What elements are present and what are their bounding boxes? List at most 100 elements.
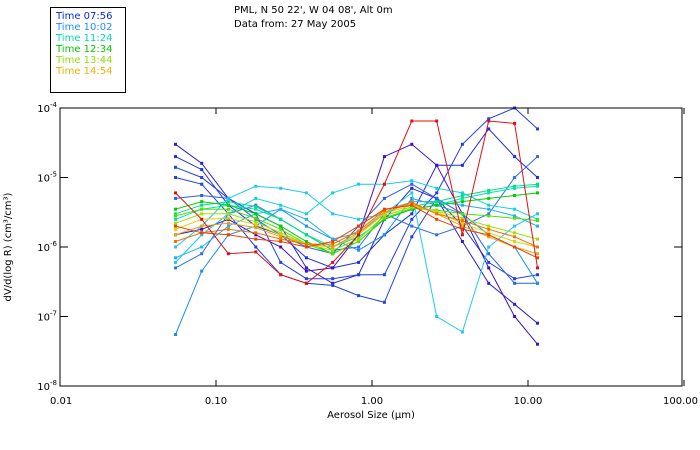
data-point <box>536 256 539 260</box>
data-point <box>304 256 308 260</box>
data-point <box>410 235 414 239</box>
data-point <box>254 207 258 211</box>
data-point <box>410 212 414 216</box>
data-point <box>254 205 258 209</box>
data-point <box>200 194 204 197</box>
data-point <box>254 216 258 220</box>
series-11:00 <box>174 179 539 264</box>
data-point <box>174 214 177 218</box>
x-tick-label: 100.00 <box>663 396 698 407</box>
data-point <box>487 231 491 235</box>
data-point <box>279 240 283 243</box>
data-point <box>304 266 308 270</box>
data-point <box>513 155 517 159</box>
data-point <box>304 242 308 246</box>
data-point <box>460 142 464 146</box>
data-point <box>304 212 308 216</box>
data-point <box>513 302 517 306</box>
data-point <box>513 216 517 220</box>
data-point <box>357 240 361 243</box>
data-point <box>254 250 258 254</box>
data-point <box>254 212 258 216</box>
data-point <box>435 233 439 237</box>
data-point <box>357 294 361 298</box>
data-point <box>200 252 204 256</box>
data-point <box>279 224 283 228</box>
data-point <box>382 273 386 277</box>
data-point <box>513 176 517 179</box>
x-tick-label: 0.01 <box>50 396 72 407</box>
data-point <box>174 142 177 146</box>
data-point <box>410 119 414 123</box>
data-point <box>487 212 491 216</box>
data-point <box>460 227 464 231</box>
data-point <box>357 224 361 228</box>
data-point <box>304 240 308 243</box>
data-point <box>357 182 361 186</box>
series-08:30 <box>174 142 539 346</box>
y-tick-label: 10-4 <box>37 101 57 115</box>
data-point <box>487 196 491 200</box>
data-point <box>304 269 308 273</box>
data-point <box>200 233 204 237</box>
data-point <box>460 219 464 223</box>
data-point <box>410 200 414 204</box>
data-point <box>487 281 491 285</box>
ticks-layer: 0.01 0.10 1.00 10.00 100.00 10-4 10-5 10-6 10-7 1… <box>37 101 698 407</box>
data-point <box>331 242 335 246</box>
data-point <box>279 245 283 249</box>
data-point <box>200 269 204 273</box>
data-point <box>254 245 258 249</box>
data-point <box>513 245 517 249</box>
data-point <box>460 240 464 243</box>
data-point <box>304 233 308 237</box>
y-tick-label: 10-7 <box>37 310 57 324</box>
data-point <box>254 226 258 230</box>
data-point <box>382 207 386 211</box>
data-point <box>200 182 204 186</box>
data-point <box>410 182 414 186</box>
data-point <box>174 227 177 231</box>
data-point <box>174 240 177 243</box>
data-point <box>487 260 491 264</box>
data-point <box>226 196 230 200</box>
data-point <box>536 342 539 346</box>
y-tick-label: 10-8 <box>37 379 57 393</box>
data-point <box>279 203 283 207</box>
data-point <box>536 182 539 186</box>
data-point <box>279 186 283 190</box>
data-point <box>331 281 335 285</box>
legend-entry: Time 10:02 <box>56 22 113 33</box>
data-point <box>487 207 491 211</box>
data-point <box>174 196 177 200</box>
data-point <box>200 161 204 165</box>
y-axis-label: dV/d(log R) (cm³/cm³) <box>3 192 14 301</box>
data-point <box>357 229 361 233</box>
data-point <box>513 235 517 239</box>
data-point <box>331 283 335 287</box>
data-point <box>513 214 517 218</box>
data-point <box>487 214 491 218</box>
data-point <box>536 273 539 277</box>
data-point <box>487 227 491 231</box>
series-15:30 <box>174 200 539 249</box>
data-point <box>279 260 283 264</box>
data-point <box>331 212 335 216</box>
data-point <box>536 252 539 256</box>
data-point <box>513 240 517 243</box>
legend-entry: Time 13:44 <box>56 55 113 66</box>
data-point <box>460 233 464 237</box>
data-point <box>200 207 204 211</box>
data-point <box>536 266 539 270</box>
data-point <box>304 217 308 221</box>
data-point <box>460 191 464 195</box>
data-point <box>460 203 464 207</box>
data-point <box>357 235 361 239</box>
data-point <box>435 200 439 204</box>
legend-entry: Time 14:54 <box>56 66 113 77</box>
data-point <box>487 203 491 207</box>
data-point <box>331 245 335 249</box>
data-point <box>435 191 439 195</box>
data-point <box>357 217 361 221</box>
series-16:30 <box>174 119 539 285</box>
